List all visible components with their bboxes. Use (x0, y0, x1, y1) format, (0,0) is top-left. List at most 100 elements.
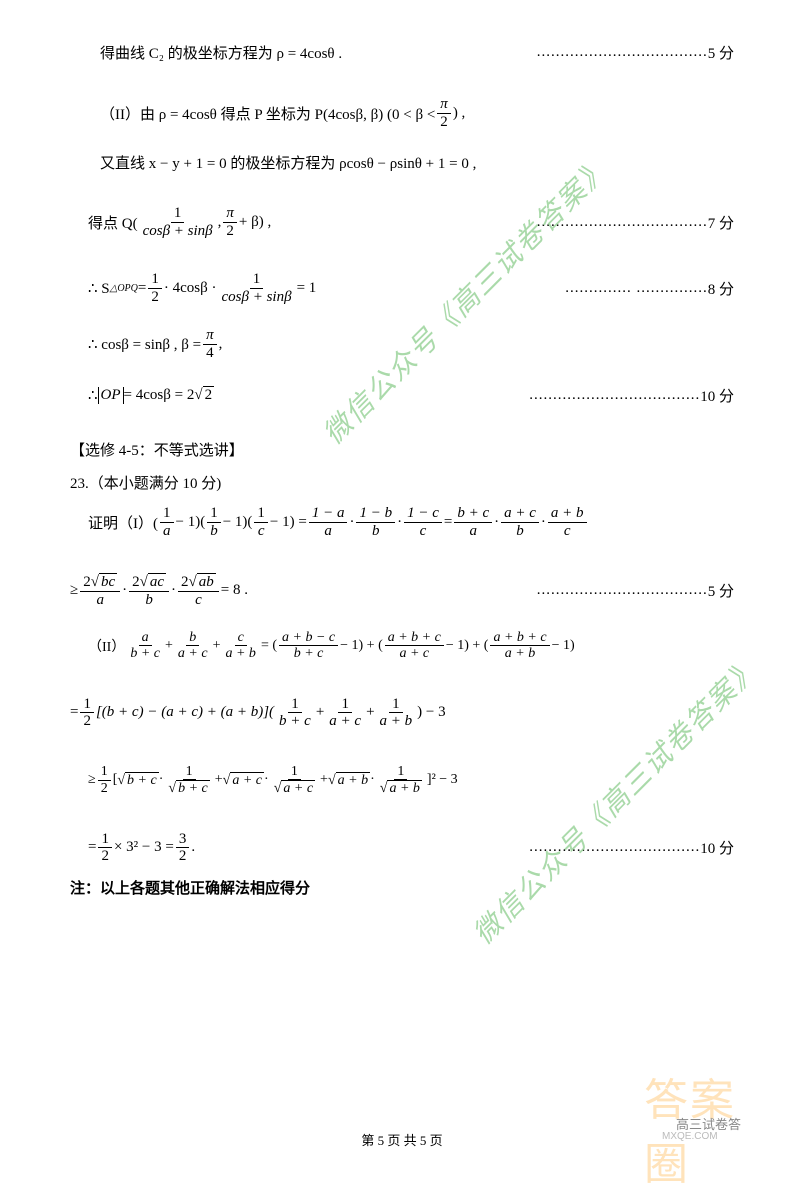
text: ∴ S (88, 279, 110, 298)
text: = 1 (297, 280, 317, 297)
fraction: 1 − cc (404, 505, 442, 539)
num: 1 (160, 505, 174, 523)
num: 2√ac (129, 573, 169, 592)
num: a + b + c (385, 630, 444, 646)
den: c (417, 523, 430, 540)
numerator: 1 (171, 205, 185, 223)
text: · (122, 582, 127, 599)
points-value: 8 分 (708, 278, 734, 299)
sqrt-body: b + c (125, 772, 159, 789)
den: 2 (80, 713, 94, 730)
fraction: 1a + c (326, 696, 364, 730)
fraction: a + bc (548, 505, 587, 539)
fraction: 2√bca (80, 573, 120, 608)
line-1-text: 得曲线 C₂ 的极坐标方程为 ρ = 4cosθ . (100, 42, 342, 63)
num: 1 (389, 696, 403, 714)
page-footer: 第 5 页 共 5 页 (0, 1130, 804, 1149)
text: ∴ cosβ = sinβ , β = (88, 335, 201, 354)
line-1-points: .................................... 5 分 (537, 42, 734, 63)
num: 1 (80, 696, 94, 714)
text: 得点 Q( (88, 212, 138, 233)
points-value: 5 分 (708, 42, 734, 63)
dots: .................................... (537, 582, 708, 599)
line-1: 得曲线 C₂ 的极坐标方程为 ρ = 4cosθ . .............… (70, 40, 734, 64)
fraction: 1 cosβ + sinβ (140, 205, 216, 239)
text: + β) , (239, 214, 271, 231)
fraction: 1 − bb (356, 505, 395, 539)
fraction: 1 − aa (309, 505, 348, 539)
numerator: 1 (148, 271, 162, 289)
dots: .................................... (529, 839, 700, 856)
num: 1 (338, 696, 352, 714)
text: ) , (453, 105, 466, 122)
num: 1 (288, 696, 302, 714)
text: 23.（本小题满分 10 分) (70, 472, 221, 493)
line-5-points: .............. ............... 8 分 (565, 278, 734, 299)
text: · (264, 772, 269, 788)
den: 2 (98, 848, 112, 865)
den: a + c (396, 646, 432, 661)
sqrt-body: 2 (203, 386, 215, 404)
num: 1 − c (404, 505, 442, 523)
den: a (466, 523, 480, 540)
line-4-points: .................................... 7 分 (537, 212, 734, 233)
num: a + b − c (279, 630, 338, 646)
text: ]² − 3 (427, 772, 458, 788)
num: 2√ab (178, 573, 219, 592)
numerator: 1 (250, 271, 264, 289)
denominator: cosβ + sinβ (218, 289, 294, 306)
numerator: π (223, 205, 237, 223)
text: = 4cosβ = 2 (124, 387, 195, 404)
note-text: 注：以上各题其他正确解法相应得分 (70, 877, 310, 898)
num: a + c (501, 505, 539, 523)
points-value: 5 分 (708, 580, 734, 601)
num: a + b + c (490, 630, 549, 646)
num: c (235, 630, 247, 646)
num: 1 − a (309, 505, 348, 523)
text: − 1) + ( (446, 638, 489, 654)
text: · (370, 772, 375, 788)
den: b + c (127, 646, 163, 661)
fraction: 12 (98, 831, 112, 865)
text: （II） (88, 636, 125, 656)
text: ≥ (70, 582, 78, 599)
points-value: 10 分 (700, 385, 734, 406)
denominator: 4 (203, 345, 217, 362)
line-7: ∴ OP = 4cosβ = 2 √2 ....................… (70, 383, 734, 407)
den: √a + c (271, 780, 318, 796)
line-3: 又直线 x − y + 1 = 0 的极坐标方程为 ρcosθ − ρsinθ … (70, 152, 734, 173)
line-2: （II）由 ρ = 4cosθ 得点 P 坐标为 P(4cosβ, β) (0 … (70, 96, 734, 130)
line-8: 证明（I）( 1a − 1)( 1b − 1)( 1c − 1) = 1 − a… (70, 505, 734, 539)
den: 2 (176, 848, 190, 865)
fraction: 1a + b (377, 696, 416, 730)
numerator: π (437, 96, 451, 114)
dots: .................................... (529, 387, 700, 404)
sqrt-body: a + c (230, 772, 264, 789)
fraction: 1√a + b (377, 764, 425, 797)
section-header-2: 23.（本小题满分 10 分) (70, 472, 734, 493)
fraction: 1√b + c (165, 764, 212, 797)
num: 1 (98, 831, 112, 849)
text: + (165, 638, 173, 654)
dots: .................................... (537, 44, 708, 61)
den: √b + c (165, 780, 212, 796)
den: b + c (291, 646, 327, 661)
fraction: b + ca (454, 505, 492, 539)
sqrt: √a + b (328, 772, 370, 789)
num: a (139, 630, 152, 646)
fraction: 1 cosβ + sinβ (218, 271, 294, 305)
fraction: π 2 (223, 205, 237, 239)
text: （II）由 ρ = 4cosθ 得点 P 坐标为 P(4cosβ, β) (0 … (100, 103, 435, 124)
denominator: 2 (148, 289, 162, 306)
den: 2 (98, 781, 111, 796)
den: b (207, 523, 221, 540)
den: a + b (502, 646, 538, 661)
text: = (88, 839, 96, 856)
text: − 1)( (176, 514, 206, 531)
line-6: ∴ cosβ = sinβ , β = π 4 , (70, 327, 734, 361)
num: 2√bc (80, 573, 120, 592)
den: b (142, 592, 156, 609)
points-value: 10 分 (700, 837, 734, 858)
den: a + c (175, 646, 211, 661)
subscript: △OPQ (110, 283, 138, 294)
